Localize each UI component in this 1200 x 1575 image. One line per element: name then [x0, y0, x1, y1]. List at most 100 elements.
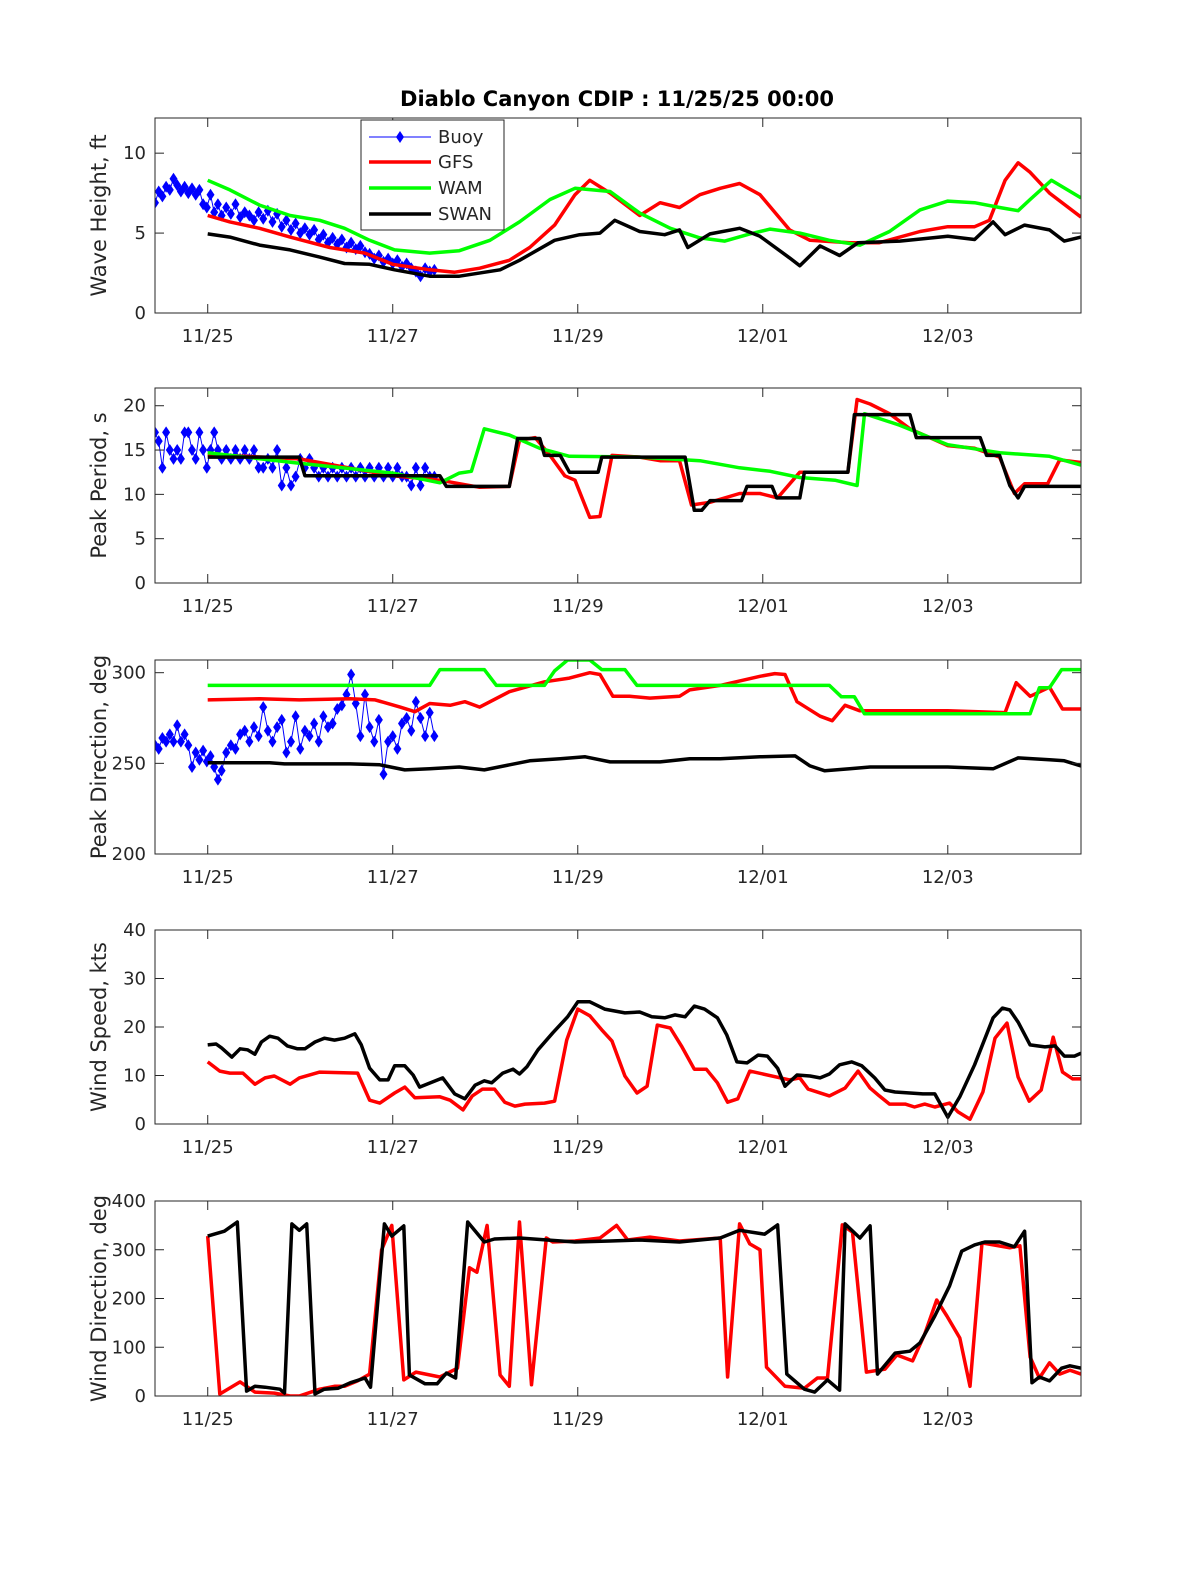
- wave-height-series-buoy-point: [286, 223, 295, 236]
- peak-direction-series-buoy-point: [314, 735, 323, 748]
- wave-height-series-swan-line: [207, 218, 1081, 278]
- peak-direction-series-buoy-point: [155, 742, 163, 755]
- peak-direction-series-buoy-point: [430, 730, 439, 743]
- peak-direction-series-buoy-point: [402, 712, 411, 725]
- wave-height-series-buoy-point: [310, 223, 319, 236]
- wave-height-series-buoy-point: [206, 188, 215, 201]
- wave-height-series-buoy-point: [319, 228, 328, 241]
- x-tick-label: 12/01: [737, 1137, 789, 1158]
- peak-direction-series-buoy-point: [393, 742, 402, 755]
- legend-label-buoy: Buoy: [438, 127, 484, 148]
- peak-direction-series-buoy-point: [282, 746, 291, 759]
- peak-period-series-buoy-point: [268, 461, 277, 474]
- legend-label-wam: WAM: [438, 178, 483, 199]
- wave-height-panel: 11/25 11/27 11/29 12/01 12/03 0 5 10 Wave Height…: [87, 117, 1082, 347]
- wave-height-axes-box: [154, 117, 1082, 314]
- peak-direction-series-buoy-point: [416, 712, 425, 725]
- peak-direction-y-axis-label: Peak Direction, deg: [87, 655, 111, 859]
- peak-direction-series-buoy-point: [173, 719, 182, 732]
- x-tick-label: 12/01: [737, 326, 789, 347]
- y-tick-label: 10: [123, 1066, 146, 1087]
- peak-direction-series-swan-line: [207, 754, 1081, 773]
- peak-period-series-buoy-point: [210, 426, 219, 439]
- peak-direction-series-buoy-point: [347, 668, 356, 681]
- wave-height-series-buoy-point: [155, 185, 163, 198]
- wave-height-series-buoy-point: [195, 183, 204, 196]
- peak-direction-series-buoy-point: [397, 717, 406, 730]
- wind-speed-plot-area: [206, 1000, 1081, 1121]
- peak-period-series-swan-line: [207, 412, 1081, 513]
- x-tick-label: 11/25: [182, 326, 234, 347]
- peak-period-series-buoy-point: [240, 444, 249, 457]
- peak-direction-series-buoy-point: [379, 768, 388, 781]
- peak-period-series-buoy-point: [259, 461, 268, 474]
- wind-speed-series-gfs-line: [206, 1007, 1081, 1121]
- y-tick-label: 0: [135, 1386, 146, 1407]
- wave-height-series-buoy-point: [268, 215, 277, 228]
- peak-period-series-buoy-point: [273, 444, 282, 457]
- peak-direction-series-wam-line: [207, 660, 1081, 716]
- x-tick-label: 11/27: [367, 867, 419, 888]
- peak-direction-series-buoy-point: [169, 735, 178, 748]
- x-tick-label: 11/29: [552, 1137, 604, 1158]
- wave-height-series-buoy-point: [337, 233, 346, 246]
- x-tick-label: 11/25: [182, 867, 234, 888]
- x-tick-label: 12/01: [737, 1409, 789, 1430]
- peak-direction-series-buoy-point: [176, 735, 185, 748]
- y-tick-label: 40: [123, 920, 146, 941]
- wind-direction-plot-area: [205, 1220, 1081, 1396]
- peak-direction-series-buoy-point: [263, 724, 272, 737]
- wave-height-series-buoy-point: [347, 236, 356, 249]
- legend-marker-buoy: [396, 131, 404, 143]
- peak-period-series-buoy-point: [254, 461, 263, 474]
- x-tick-label: 12/03: [922, 1409, 974, 1430]
- peak-direction-axes-box: [154, 659, 1082, 855]
- peak-period-series-buoy-point: [411, 461, 420, 474]
- x-tick-label: 12/03: [922, 1137, 974, 1158]
- wave-height-series-buoy-point: [277, 220, 286, 233]
- wave-height-series-buoy-point: [222, 201, 231, 214]
- y-tick-label: 30: [123, 969, 146, 990]
- y-tick-label: 400: [112, 1191, 146, 1212]
- x-tick-label: 11/29: [552, 1409, 604, 1430]
- x-tick-label: 12/01: [737, 867, 789, 888]
- peak-direction-series-buoy-point: [259, 701, 268, 714]
- peak-direction-series-buoy-point: [421, 730, 430, 743]
- wave-height-series-buoy-point: [249, 214, 258, 227]
- peak-direction-series-buoy-point: [268, 735, 277, 748]
- peak-period-panel: 11/25 11/27 11/29 12/01 12/03 0 5 10 15 20 Peak Pe…: [87, 387, 1082, 617]
- peak-period-series-buoy-point: [173, 444, 182, 457]
- wind-speed-panel: 11/25 11/27 11/29 12/01 12/03 0 10 20 30 40 Wind S…: [87, 920, 1082, 1158]
- wind-direction-panel: 11/25 11/27 11/29 12/01 12/03 0 100 200 300 400Wi…: [87, 1191, 1082, 1430]
- wave-height-series-buoy-point: [291, 217, 300, 230]
- peak-period-series-buoy-point: [202, 461, 211, 474]
- peak-period-series-buoy-point: [291, 470, 300, 483]
- y-tick-label: 100: [112, 1337, 146, 1358]
- peak-direction-series-buoy-point: [305, 730, 314, 743]
- peak-direction-series-buoy-point: [254, 730, 263, 743]
- x-tick-label: 11/27: [367, 326, 419, 347]
- peak-period-series-buoy-point: [195, 426, 204, 439]
- peak-direction-series-buoy-point: [249, 721, 258, 734]
- peak-direction-series-buoy-point: [319, 710, 328, 723]
- x-tick-label: 11/27: [367, 596, 419, 617]
- wave-height-y-axis-label: Wave Height, ft: [87, 134, 111, 296]
- peak-direction-series-buoy-point: [195, 753, 204, 766]
- wave-height-series-buoy-point: [213, 198, 222, 211]
- peak-period-series-buoy-point: [282, 461, 291, 474]
- peak-period-series-buoy-point: [416, 479, 425, 492]
- peak-period-series-buoy-point: [191, 452, 200, 465]
- peak-period-series-buoy-point: [155, 426, 159, 439]
- y-tick-label: 10: [123, 484, 146, 505]
- peak-direction-series-buoy-point: [388, 730, 397, 743]
- wind-speed-axes-box: [154, 929, 1082, 1125]
- y-tick-label: 5: [135, 529, 146, 550]
- y-tick-label: 20: [123, 396, 146, 417]
- peak-direction-series-buoy-point: [184, 739, 193, 752]
- y-tick-label: 5: [135, 223, 146, 244]
- y-tick-label: 15: [123, 440, 146, 461]
- peak-direction-series-gfs-line: [207, 670, 1081, 723]
- peak-period-y-axis-label: Peak Period, s: [87, 412, 111, 558]
